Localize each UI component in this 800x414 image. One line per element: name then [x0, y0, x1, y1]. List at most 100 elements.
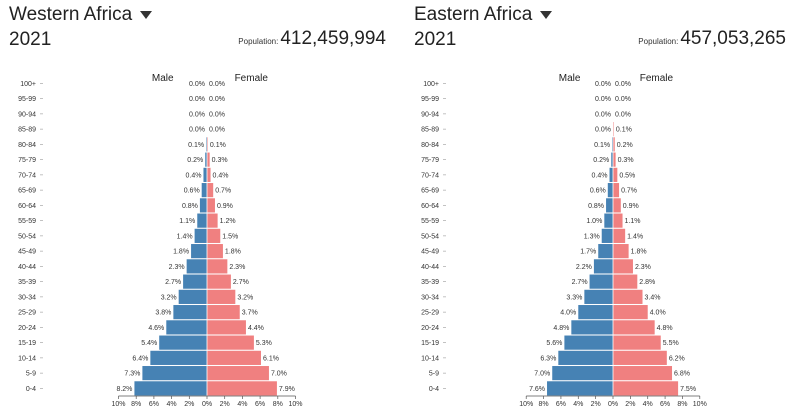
male-bar[interactable]: [564, 335, 613, 350]
female-value-label: 4.4%: [248, 325, 264, 332]
female-bar[interactable]: [613, 274, 638, 289]
female-bar[interactable]: [613, 366, 673, 381]
female-bar[interactable]: [613, 152, 616, 167]
female-bar[interactable]: [207, 183, 214, 198]
male-value-label: 0.4%: [592, 172, 608, 179]
female-bar[interactable]: [207, 198, 215, 213]
female-bar[interactable]: [207, 381, 277, 396]
female-bar[interactable]: [613, 350, 667, 365]
female-bar[interactable]: [207, 350, 261, 365]
male-bar[interactable]: [205, 152, 207, 167]
female-bar[interactable]: [613, 137, 615, 152]
male-bar[interactable]: [186, 259, 207, 274]
male-bar[interactable]: [612, 137, 613, 152]
male-bar[interactable]: [203, 167, 207, 182]
female-value-label: 2.3%: [635, 264, 651, 271]
female-bar[interactable]: [613, 228, 626, 243]
male-bar[interactable]: [606, 198, 613, 213]
x-tick-label: 8%: [538, 401, 548, 408]
female-bar[interactable]: [207, 259, 228, 274]
male-value-label: 0.1%: [188, 142, 204, 149]
female-bar[interactable]: [207, 335, 254, 350]
male-bar[interactable]: [607, 183, 613, 198]
female-bar[interactable]: [207, 152, 210, 167]
female-value-label: 0.9%: [217, 203, 233, 210]
male-bar[interactable]: [593, 259, 613, 274]
male-bar[interactable]: [173, 305, 207, 320]
age-group-label: 0-4: [26, 386, 36, 393]
male-value-label: 1.1%: [179, 218, 195, 225]
panel-eastern-africa: Eastern Africa 2021 Population: 457,053,2…: [405, 0, 800, 414]
female-bar[interactable]: [207, 366, 269, 381]
female-bar[interactable]: [613, 335, 661, 350]
female-value-label: 0.1%: [210, 142, 226, 149]
age-group-label: 30-34: [421, 294, 439, 301]
female-bar[interactable]: [613, 305, 648, 320]
female-bar[interactable]: [207, 213, 218, 228]
x-tick-label: 0%: [202, 401, 212, 408]
male-bar[interactable]: [201, 183, 207, 198]
age-group-label: 50-54: [18, 233, 36, 240]
population-label: Population:: [238, 37, 279, 46]
female-bar[interactable]: [207, 137, 208, 152]
age-group-label: 70-74: [421, 172, 439, 179]
female-bar[interactable]: [613, 320, 655, 335]
age-group-label: 60-64: [18, 203, 36, 210]
male-bar[interactable]: [194, 228, 207, 243]
female-value-label: 1.5%: [222, 233, 238, 240]
female-bar[interactable]: [613, 244, 629, 259]
female-bar[interactable]: [613, 213, 623, 228]
female-bar[interactable]: [207, 305, 240, 320]
caret-down-icon[interactable]: [540, 10, 553, 19]
male-bar[interactable]: [584, 289, 613, 304]
female-bar[interactable]: [613, 289, 643, 304]
male-bar[interactable]: [604, 213, 613, 228]
male-bar[interactable]: [578, 305, 613, 320]
female-value-label: 3.4%: [645, 294, 661, 301]
male-bar[interactable]: [166, 320, 207, 335]
region-selector[interactable]: Eastern Africa: [414, 4, 553, 26]
male-value-label: 0.0%: [595, 127, 611, 134]
male-value-label: 2.7%: [165, 279, 181, 286]
female-bar[interactable]: [207, 289, 236, 304]
male-bar[interactable]: [609, 167, 613, 182]
male-bar[interactable]: [159, 335, 207, 350]
male-bar[interactable]: [142, 366, 207, 381]
male-value-label: 3.3%: [566, 294, 582, 301]
female-bar[interactable]: [613, 381, 679, 396]
male-bar[interactable]: [150, 350, 207, 365]
male-bar[interactable]: [598, 244, 613, 259]
male-bar[interactable]: [183, 274, 207, 289]
male-bar[interactable]: [206, 137, 207, 152]
female-bar[interactable]: [207, 228, 221, 243]
female-bar[interactable]: [207, 167, 211, 182]
female-bar[interactable]: [613, 167, 618, 182]
male-bar[interactable]: [571, 320, 613, 335]
female-value-label: 1.8%: [631, 249, 647, 256]
female-bar[interactable]: [613, 198, 621, 213]
age-group-label: 40-44: [18, 264, 36, 271]
male-bar[interactable]: [611, 152, 613, 167]
female-bar[interactable]: [613, 183, 620, 198]
region-selector[interactable]: Western Africa: [9, 4, 153, 26]
male-bar[interactable]: [589, 274, 613, 289]
male-bar[interactable]: [178, 289, 207, 304]
male-bar[interactable]: [134, 381, 207, 396]
female-value-label: 6.1%: [263, 355, 279, 362]
male-bar[interactable]: [552, 366, 613, 381]
male-bar[interactable]: [191, 244, 207, 259]
male-bar[interactable]: [547, 381, 613, 396]
female-bar[interactable]: [207, 274, 231, 289]
male-bar[interactable]: [601, 228, 613, 243]
male-bar[interactable]: [197, 213, 207, 228]
age-group-label: 75-79: [18, 157, 36, 164]
female-bar[interactable]: [613, 122, 614, 137]
female-bar[interactable]: [207, 320, 246, 335]
female-value-label: 0.0%: [209, 111, 225, 118]
female-bar[interactable]: [613, 259, 633, 274]
x-tick-label: 2%: [625, 401, 635, 408]
male-bar[interactable]: [558, 350, 613, 365]
caret-down-icon[interactable]: [140, 10, 153, 19]
female-bar[interactable]: [207, 244, 223, 259]
male-bar[interactable]: [199, 198, 207, 213]
